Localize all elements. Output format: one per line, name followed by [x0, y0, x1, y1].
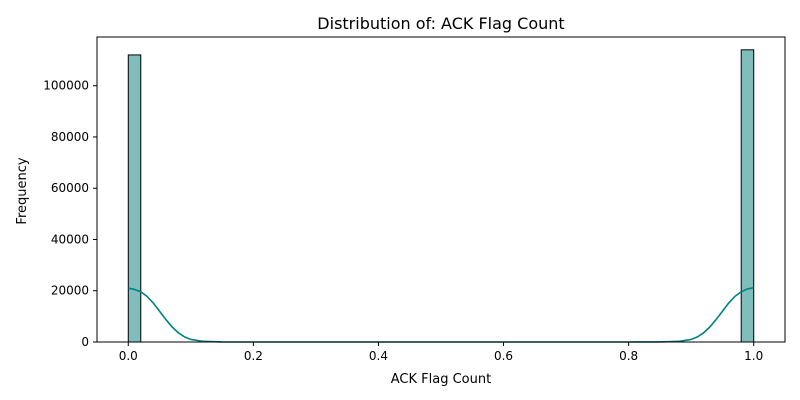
histogram-bar-0 [127, 54, 142, 343]
y-tick-label: 80000 [51, 130, 89, 144]
x-axis-label: ACK Flag Count [391, 372, 491, 387]
x-tick-label: 0.6 [494, 349, 513, 363]
y-axis-label: Frequency [15, 157, 30, 224]
chart-title: Distribution of: ACK Flag Count [317, 14, 564, 33]
y-tick-label: 20000 [51, 284, 89, 298]
x-tick-label: 0.0 [119, 349, 138, 363]
x-tick-label: 1.0 [744, 349, 763, 363]
plot-frame [96, 36, 786, 343]
histogram-bar-1 [740, 49, 755, 343]
x-tick-label: 0.8 [619, 349, 638, 363]
y-tick-label: 60000 [51, 181, 89, 195]
x-tick-label: 0.4 [369, 349, 388, 363]
x-tick-label: 0.2 [244, 349, 263, 363]
y-tick-label: 40000 [51, 232, 89, 246]
kde-line [128, 286, 754, 343]
y-tick-label: 0 [81, 335, 89, 349]
y-tick-label: 100000 [43, 79, 89, 93]
